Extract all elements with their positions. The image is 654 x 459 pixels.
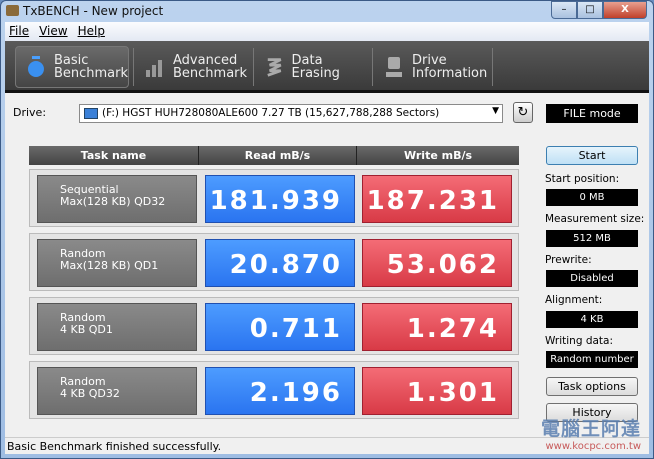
close-button[interactable]: X xyxy=(603,1,647,19)
task-button-random-qd1[interactable]: Random Max(128 KB) QD1 xyxy=(37,239,197,287)
tab-basic-benchmark[interactable]: Basic Benchmark xyxy=(15,46,129,88)
write-value: 1.301 xyxy=(362,367,512,415)
watermark-text: 電腦王阿達 xyxy=(540,418,641,440)
alignment-label: Alignment: xyxy=(545,294,603,306)
header-read: Read mB/s xyxy=(199,146,357,165)
alignment-value: 4 KB xyxy=(546,311,638,328)
task-params: Max(128 KB) QD1 xyxy=(60,259,159,272)
measurement-size-value: 512 MB xyxy=(546,230,638,247)
tab-label: Advanced xyxy=(173,53,238,68)
task-button-random-4k-qd32[interactable]: Random 4 KB QD32 xyxy=(37,367,197,415)
task-name: Sequential xyxy=(60,183,119,196)
prewrite-label: Prewrite: xyxy=(545,254,592,266)
tab-label: Benchmark xyxy=(173,66,248,81)
refresh-button[interactable]: ↻ xyxy=(513,102,533,123)
task-params: Max(128 KB) QD32 xyxy=(60,195,166,208)
write-value: 187.231 xyxy=(362,175,512,223)
read-value: 2.196 xyxy=(205,367,355,415)
read-value: 181.939 xyxy=(205,175,355,223)
start-position-label: Start position: xyxy=(545,173,620,185)
read-value: 0.711 xyxy=(205,303,355,351)
menu-file[interactable]: File xyxy=(9,24,30,38)
task-button-sequential-qd32[interactable]: Sequential Max(128 KB) QD32 xyxy=(37,175,197,223)
header-task-name: Task name xyxy=(29,146,199,165)
toolbar: Basic Benchmark Advanced Benchmark Data Er… xyxy=(5,41,649,93)
table-row: Random 4 KB QD32 2.196 1.301 xyxy=(29,361,519,419)
drive-select[interactable]: (F:) HGST HUH728080ALE600 7.27 TB (15,62… xyxy=(79,104,503,123)
stopwatch-icon xyxy=(27,56,44,77)
table-row: Random Max(128 KB) QD1 20.870 53.062 xyxy=(29,233,519,291)
write-value: 53.062 xyxy=(362,239,512,287)
drive-info-icon xyxy=(386,57,402,77)
status-bar: Basic Benchmark finished successfully. xyxy=(5,437,649,454)
tab-label: Information xyxy=(412,66,488,81)
header-write: Write mB/s xyxy=(403,149,473,162)
tab-data-erasing[interactable]: Data Erasing xyxy=(255,46,369,88)
measurement-size-label: Measurement size: xyxy=(545,213,645,225)
task-name: Random xyxy=(60,311,106,324)
minimize-button[interactable]: – xyxy=(551,1,577,19)
start-button[interactable]: Start xyxy=(546,146,638,165)
menu-view[interactable]: View xyxy=(39,24,68,38)
prewrite-value: Disabled xyxy=(546,270,638,287)
task-name: Random xyxy=(60,247,106,260)
window-title: TxBENCH - New project xyxy=(23,4,164,18)
task-button-random-4k-qd1[interactable]: Random 4 KB QD1 xyxy=(37,303,197,351)
watermark-url: www.kocpc.com.tw xyxy=(545,441,641,452)
task-name: Random xyxy=(60,375,106,388)
tab-label: Drive xyxy=(412,53,447,68)
app-icon xyxy=(6,5,19,16)
bar-chart-icon xyxy=(146,60,162,77)
tab-label: Basic xyxy=(53,53,89,68)
refresh-icon: ↻ xyxy=(517,105,529,120)
maximize-button[interactable]: □ xyxy=(577,1,603,19)
writing-data-value: Random number xyxy=(546,351,638,368)
file-mode-indicator: FILE mode xyxy=(546,104,638,123)
read-value: 20.870 xyxy=(205,239,355,287)
menu-bar: File View Help xyxy=(5,22,649,41)
eraser-icon xyxy=(267,58,282,77)
history-button[interactable]: History xyxy=(546,403,638,422)
tab-label: Benchmark xyxy=(53,66,128,81)
task-params: 4 KB QD32 xyxy=(60,387,120,400)
writing-data-label: Writing data: xyxy=(545,335,614,347)
chevron-down-icon[interactable]: ▼ xyxy=(492,106,499,116)
tab-advanced-benchmark[interactable]: Advanced Benchmark xyxy=(135,46,249,88)
task-options-button[interactable]: Task options xyxy=(546,377,638,396)
table-row: Random 4 KB QD1 0.711 1.274 xyxy=(29,297,519,355)
drive-selected-value: (F:) HGST HUH728080ALE600 7.27 TB (15,62… xyxy=(102,107,440,119)
tab-label: Data Erasing xyxy=(291,53,340,81)
drive-label: Drive: xyxy=(13,106,47,119)
task-params: 4 KB QD1 xyxy=(60,323,113,336)
table-row: Sequential Max(128 KB) QD32 181.939 187.2… xyxy=(29,169,519,227)
tab-drive-information[interactable]: Drive Information xyxy=(374,46,488,88)
drive-icon xyxy=(84,108,98,119)
write-value: 1.274 xyxy=(362,303,512,351)
menu-help[interactable]: Help xyxy=(77,24,105,38)
table-header: Task name Read mB/s Write mB/s xyxy=(29,146,519,165)
watermark: 電腦王阿達 www.kocpc.com.tw xyxy=(541,414,641,452)
start-position-value: 0 MB xyxy=(546,189,638,206)
